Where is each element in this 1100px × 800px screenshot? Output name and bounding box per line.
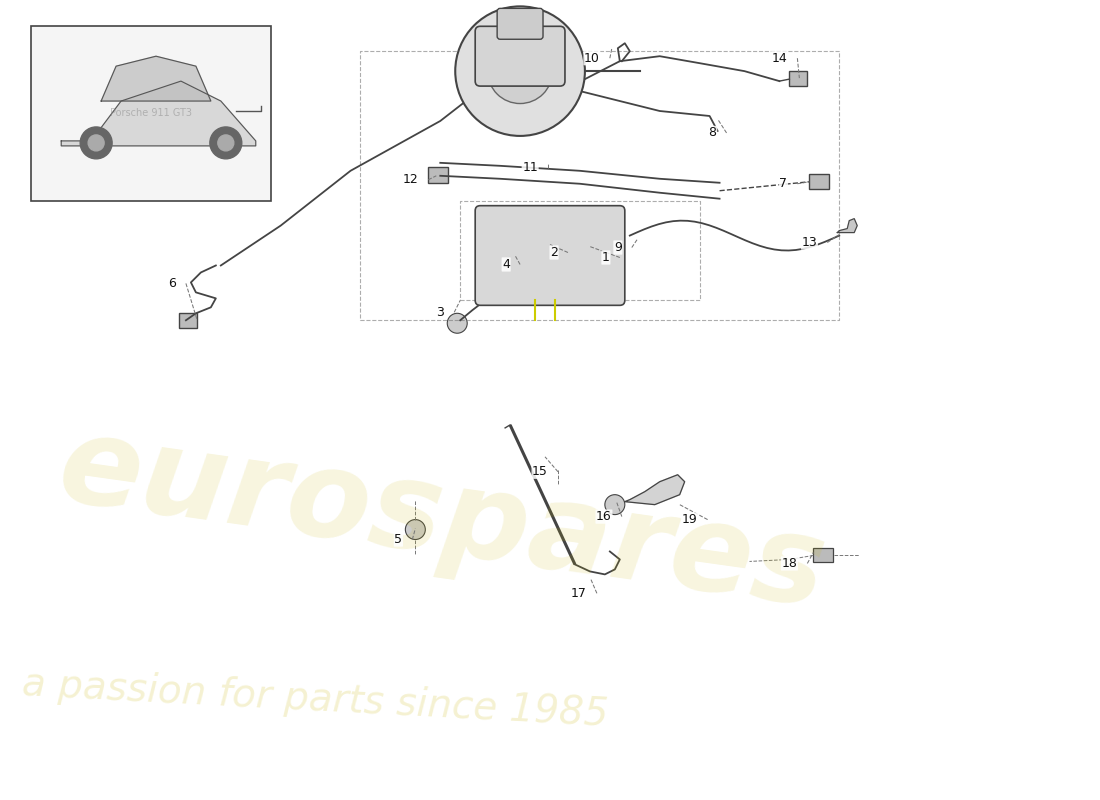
Circle shape bbox=[448, 314, 468, 334]
Text: 4: 4 bbox=[503, 258, 510, 271]
Bar bbox=[428, 167, 449, 182]
Text: 6: 6 bbox=[168, 277, 176, 290]
Circle shape bbox=[88, 135, 104, 151]
Circle shape bbox=[218, 135, 234, 151]
Text: 11: 11 bbox=[522, 162, 538, 174]
Bar bbox=[810, 174, 829, 189]
Text: 2: 2 bbox=[550, 246, 558, 259]
Text: 8: 8 bbox=[708, 126, 716, 139]
Text: a passion for parts since 1985: a passion for parts since 1985 bbox=[21, 665, 609, 734]
Text: 15: 15 bbox=[532, 466, 548, 478]
Text: 16: 16 bbox=[596, 510, 612, 523]
Polygon shape bbox=[101, 56, 211, 101]
Text: 12: 12 bbox=[403, 174, 418, 186]
Text: 10: 10 bbox=[584, 52, 600, 65]
Circle shape bbox=[210, 127, 242, 159]
Text: eurospares: eurospares bbox=[52, 408, 833, 631]
Text: 17: 17 bbox=[571, 587, 587, 600]
Circle shape bbox=[80, 127, 112, 159]
Text: 3: 3 bbox=[437, 306, 444, 319]
FancyBboxPatch shape bbox=[497, 8, 543, 39]
Circle shape bbox=[487, 38, 552, 103]
Bar bbox=[813, 549, 834, 562]
Text: 9: 9 bbox=[614, 241, 622, 254]
Text: 5: 5 bbox=[395, 533, 403, 546]
Text: Porsche 911 GT3: Porsche 911 GT3 bbox=[110, 109, 192, 118]
Text: 7: 7 bbox=[780, 178, 788, 190]
Text: 19: 19 bbox=[682, 513, 697, 526]
Circle shape bbox=[406, 519, 426, 539]
Polygon shape bbox=[837, 218, 857, 233]
Polygon shape bbox=[625, 474, 684, 505]
Circle shape bbox=[455, 6, 585, 136]
Polygon shape bbox=[62, 81, 255, 146]
FancyBboxPatch shape bbox=[475, 206, 625, 306]
Text: 14: 14 bbox=[771, 52, 788, 65]
Bar bbox=[31, 26, 271, 201]
Circle shape bbox=[605, 494, 625, 514]
FancyBboxPatch shape bbox=[475, 26, 565, 86]
Text: 1: 1 bbox=[602, 251, 609, 264]
Text: 13: 13 bbox=[802, 236, 817, 249]
Bar bbox=[179, 314, 197, 328]
Bar bbox=[790, 71, 807, 86]
Text: 18: 18 bbox=[781, 557, 798, 570]
